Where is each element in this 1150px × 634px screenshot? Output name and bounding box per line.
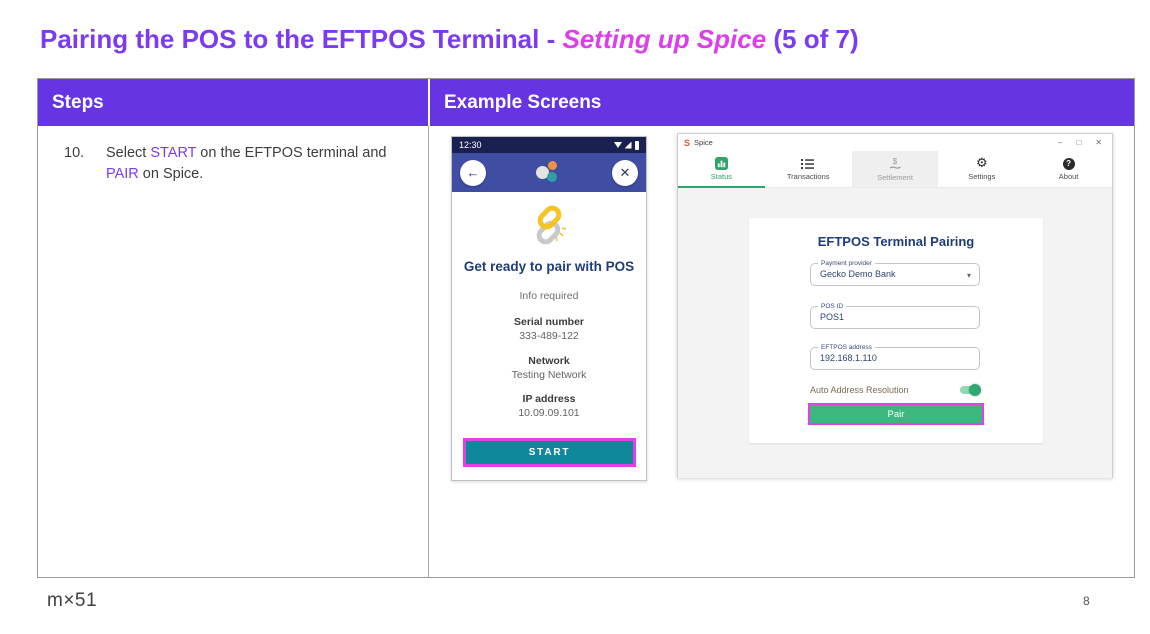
tab-status[interactable]: Status (678, 151, 765, 187)
eftpos-address-input[interactable]: EFTPOS address 192.168.1.110 (810, 344, 980, 370)
payment-provider-select[interactable]: Payment provider Gecko Demo Bank ▾ (810, 260, 980, 286)
battery-icon (634, 140, 639, 150)
step-text: Select START on the EFTPOS terminal and … (106, 143, 416, 185)
step-text-middle: on the EFTPOS terminal and (196, 145, 387, 161)
step-text-after: on Spice. (138, 166, 204, 182)
network-field: Network Testing Network (452, 355, 646, 381)
page-number: 8 (1083, 594, 1090, 608)
back-icon: ← (466, 165, 480, 180)
about-question-icon: ? (1062, 157, 1075, 170)
logo-dot-gray (536, 165, 549, 179)
payment-provider-label: Payment provider (818, 260, 875, 267)
svg-text:$: $ (893, 157, 898, 166)
title-count: (5 of 7) (766, 24, 859, 54)
status-time: 12:30 (459, 140, 482, 150)
title-main: Pairing the POS to the EFTPOS Terminal - (40, 24, 563, 54)
pos-id-value: POS1 (820, 312, 845, 322)
status-chart-icon (714, 157, 728, 170)
close-button[interactable]: ✕ (612, 159, 638, 186)
auto-address-row: Auto Address Resolution (810, 384, 981, 396)
wifi-icon (613, 142, 622, 148)
tab-settings-label: Settings (968, 172, 996, 181)
pair-button-label: Pair (887, 408, 905, 420)
logo-dot-teal (547, 171, 557, 182)
start-button[interactable]: START (463, 438, 636, 467)
step-text-before: Select (106, 145, 151, 161)
signal-icon (624, 141, 632, 149)
transactions-list-icon (801, 158, 815, 169)
eftpos-terminal-screenshot: 12:30 ← ✕ (451, 136, 647, 481)
steps-table: Steps Example Screens 10. Select START o… (37, 78, 1135, 578)
mx51-logo: m×51 (47, 590, 98, 611)
tab-status-label: Status (710, 172, 733, 181)
tab-about-label: About (1058, 171, 1079, 181)
title-accent: Setting up Spice (562, 24, 767, 54)
tab-bar: Status Transactions $ Settlement ⚙ Se (678, 151, 1112, 188)
pair-heading: Get ready to pair with POS (463, 259, 635, 274)
step-row: 10. Select START on the EFTPOS terminal … (64, 143, 416, 185)
serial-number-value: 333-489-122 (519, 330, 579, 342)
pairing-heading: EFTPOS Terminal Pairing (817, 234, 975, 249)
pair-button[interactable]: Pair (808, 403, 984, 425)
header-steps: Steps (52, 91, 104, 113)
table-body: 10. Select START on the EFTPOS terminal … (38, 126, 1134, 577)
network-label: Network (528, 355, 570, 367)
toggle-thumb (969, 384, 981, 396)
logo-dot-orange (548, 160, 557, 170)
start-button-label: START (528, 447, 571, 458)
info-required-text: Info required (519, 290, 579, 302)
ip-address-label: IP address (522, 393, 576, 405)
auto-address-toggle[interactable] (960, 384, 981, 396)
tab-settings[interactable]: ⚙ Settings (938, 151, 1025, 187)
tab-about[interactable]: ? About (1025, 151, 1112, 187)
tab-settlement[interactable]: $ Settlement (851, 151, 939, 187)
payment-provider-value: Gecko Demo Bank (820, 269, 896, 279)
tab-transactions-label: Transactions (786, 171, 830, 181)
settings-gear-icon: ⚙ (975, 156, 988, 171)
chain-link-icon (527, 203, 571, 252)
header-example-screens: Example Screens (428, 79, 1134, 126)
phone-status-bar: 12:30 (452, 137, 646, 153)
maximize-button[interactable]: □ (1076, 138, 1082, 147)
phone-app-bar: ← ✕ (452, 153, 646, 192)
tab-settlement-label: Settlement (877, 172, 913, 182)
serial-number-label: Serial number (513, 316, 585, 328)
start-link[interactable]: START (150, 145, 197, 161)
window-title-bar: S Spice – □ ✕ (678, 134, 1112, 151)
pairing-card: EFTPOS Terminal Pairing Payment provider… (749, 218, 1043, 443)
app-logo-icon (536, 160, 562, 185)
step-number: 10. (64, 145, 85, 161)
network-value: Testing Network (511, 369, 587, 381)
window-controls: – □ ✕ (1058, 138, 1106, 147)
example-screens-cell: 12:30 ← ✕ (429, 126, 1134, 577)
eftpos-address-value: 192.168.1.110 (820, 353, 877, 363)
window-title: Spice (694, 138, 713, 147)
pos-id-label: POS ID (818, 303, 847, 310)
page-title: Pairing the POS to the EFTPOS Terminal -… (40, 24, 859, 55)
pair-link[interactable]: PAIR (106, 166, 139, 182)
status-icons (613, 140, 639, 150)
minimize-button[interactable]: – (1058, 138, 1063, 147)
table-header: Steps Example Screens (38, 79, 1134, 126)
ip-address-field: IP address 10.09.09.101 (452, 393, 646, 419)
serial-number-field: Serial number 333-489-122 (452, 316, 646, 342)
spice-logo-icon: S (684, 137, 691, 148)
spice-body: EFTPOS Terminal Pairing Payment provider… (678, 188, 1112, 478)
active-tab-underline (678, 186, 765, 188)
tab-transactions[interactable]: Transactions (765, 151, 852, 187)
eftpos-address-label: EFTPOS address (818, 344, 875, 351)
close-icon: ✕ (619, 164, 631, 180)
chevron-down-icon: ▾ (966, 271, 971, 280)
close-window-button[interactable]: ✕ (1095, 138, 1102, 147)
spice-window-screenshot: S Spice – □ ✕ Status (677, 133, 1113, 478)
column-divider (428, 126, 429, 577)
pos-id-input[interactable]: POS ID POS1 (810, 303, 980, 329)
back-button[interactable]: ← (460, 159, 486, 186)
settlement-hand-icon: $ (889, 157, 901, 169)
auto-address-label: Auto Address Resolution (810, 385, 909, 395)
ip-address-value: 10.09.09.101 (518, 407, 580, 419)
